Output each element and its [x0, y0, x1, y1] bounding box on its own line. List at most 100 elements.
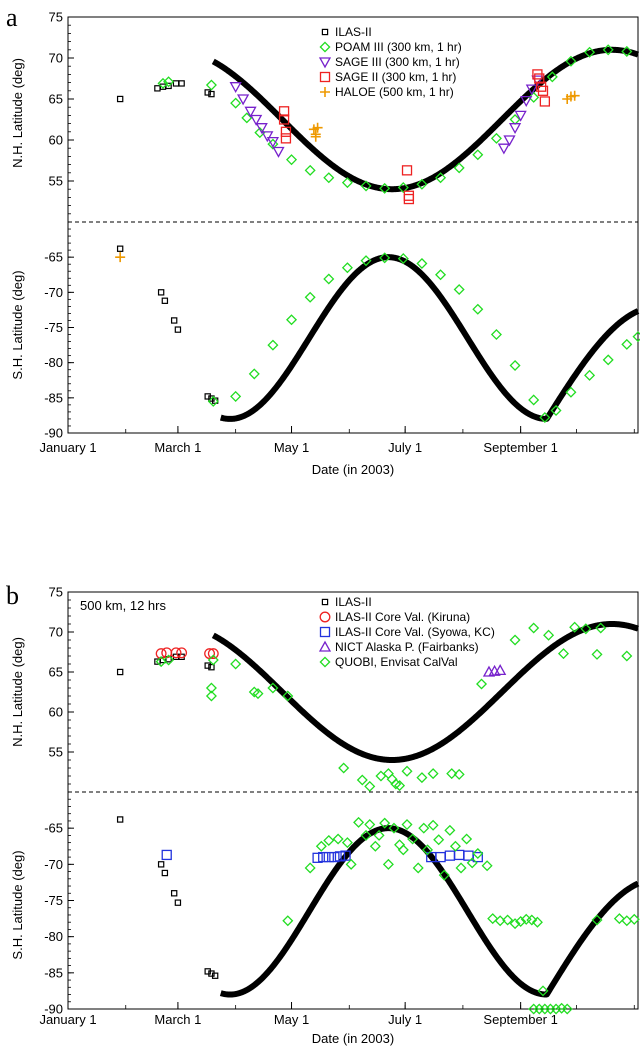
poam-point	[341, 262, 353, 274]
quobi-point	[509, 634, 521, 646]
sage2-point	[278, 114, 290, 125]
sage3-point	[272, 146, 285, 158]
quobi-point	[267, 682, 279, 694]
panel-a-xlabel: Date (in 2003)	[312, 462, 394, 477]
poam-point	[323, 273, 335, 285]
ilas-point	[154, 85, 161, 92]
sage2-point	[403, 190, 415, 201]
haloe-point	[569, 90, 580, 101]
poam-point	[416, 257, 428, 270]
poam-point	[602, 354, 614, 366]
quobi-point	[444, 824, 456, 836]
panel-b-annotation: 500 km, 12 hrs	[80, 598, 166, 613]
legend-label-sage3: SAGE III (300 km, 1 hr)	[335, 55, 460, 69]
quobi-point	[543, 629, 555, 641]
nh-y-tick-label: 75	[49, 585, 63, 600]
legend-label-poam: POAM III (300 km, 1 hr)	[335, 40, 462, 54]
quobi-point	[569, 621, 581, 633]
sage3-point	[266, 136, 280, 148]
kiruna-point	[176, 647, 188, 659]
x-tick-label: September 1	[483, 440, 557, 455]
quobi-point	[282, 915, 294, 927]
quobi-point	[416, 772, 428, 784]
poam-point	[286, 314, 298, 326]
sh-y-tick-label: -75	[44, 893, 63, 908]
plot-frame	[67, 16, 639, 434]
nh-orbit-track	[211, 621, 640, 763]
poam-point	[528, 91, 540, 103]
x-tick-label: January 1	[39, 440, 96, 455]
poam-point	[472, 303, 484, 315]
quobi-point	[418, 822, 430, 834]
poam-point	[397, 253, 409, 265]
x-tick-label: January 1	[39, 1012, 96, 1027]
x-tick-label: July 1	[388, 1012, 422, 1027]
sage2-point	[403, 193, 415, 205]
quobi-point	[613, 913, 625, 925]
quobi-point	[379, 817, 391, 829]
quobi-point	[550, 1003, 562, 1015]
sage2-point	[534, 73, 545, 84]
legend-marker-poam	[319, 41, 331, 53]
poam-point	[490, 132, 502, 144]
quobi-point	[591, 648, 603, 660]
quobi-point	[394, 780, 406, 792]
sage3-point	[525, 84, 538, 96]
syowa-point	[318, 851, 329, 863]
ilas-point	[208, 663, 215, 671]
quobi-point	[427, 768, 439, 780]
sh-y-tick-label: -65	[44, 821, 63, 836]
syowa-point	[340, 850, 351, 861]
poam-point	[584, 46, 596, 58]
legend-label-haloe: HALOE (500 km, 1 hr)	[335, 85, 454, 99]
sage2-point	[539, 96, 551, 107]
poam-point	[621, 338, 633, 350]
quobi-point	[252, 688, 264, 700]
quobi-point	[353, 816, 365, 828]
nh-y-tick-label: 70	[49, 625, 63, 640]
poam-point	[397, 182, 409, 194]
poam-point	[632, 331, 640, 343]
ilas-point	[178, 80, 185, 87]
poam-point	[379, 252, 391, 264]
ilas-point	[174, 326, 182, 333]
panel-a-letter: a	[6, 3, 18, 32]
sh-orbit-track	[218, 825, 640, 998]
ilas-point	[204, 89, 211, 96]
sh-y-tick-label: -70	[44, 857, 63, 872]
poam-point	[267, 339, 279, 351]
quobi-point	[466, 857, 478, 869]
syowa-point	[334, 851, 346, 862]
quobi-point	[412, 862, 424, 874]
x-tick-label: May 1	[274, 440, 309, 455]
quobi-point	[205, 690, 217, 702]
quobi-point	[481, 860, 493, 872]
nh-y-tick-label: 70	[49, 51, 63, 66]
syowa-point	[444, 850, 456, 861]
ilas-point	[170, 890, 178, 897]
quobi-point	[433, 834, 445, 846]
ilas-point	[204, 662, 211, 669]
quobi-point	[515, 915, 527, 927]
poam-point	[230, 97, 242, 109]
poam-point	[472, 149, 484, 161]
quobi-point	[207, 654, 219, 666]
poam-point	[304, 164, 316, 176]
sage3-point	[250, 114, 263, 126]
plot-frame	[67, 591, 639, 1010]
ilas-point	[157, 289, 165, 296]
poam-point	[546, 71, 558, 83]
quobi-point	[580, 623, 592, 635]
poam-point	[157, 77, 169, 89]
syowa-point	[454, 849, 465, 861]
syowa-point	[472, 851, 483, 863]
poam-point	[602, 44, 614, 56]
nict-point	[494, 664, 507, 676]
poam-point	[207, 395, 219, 407]
kiruna-point	[170, 647, 182, 659]
quobi-point	[526, 914, 538, 926]
quobi-point	[476, 678, 488, 690]
syowa-point	[329, 851, 340, 863]
x-tick-label: July 1	[388, 440, 422, 455]
